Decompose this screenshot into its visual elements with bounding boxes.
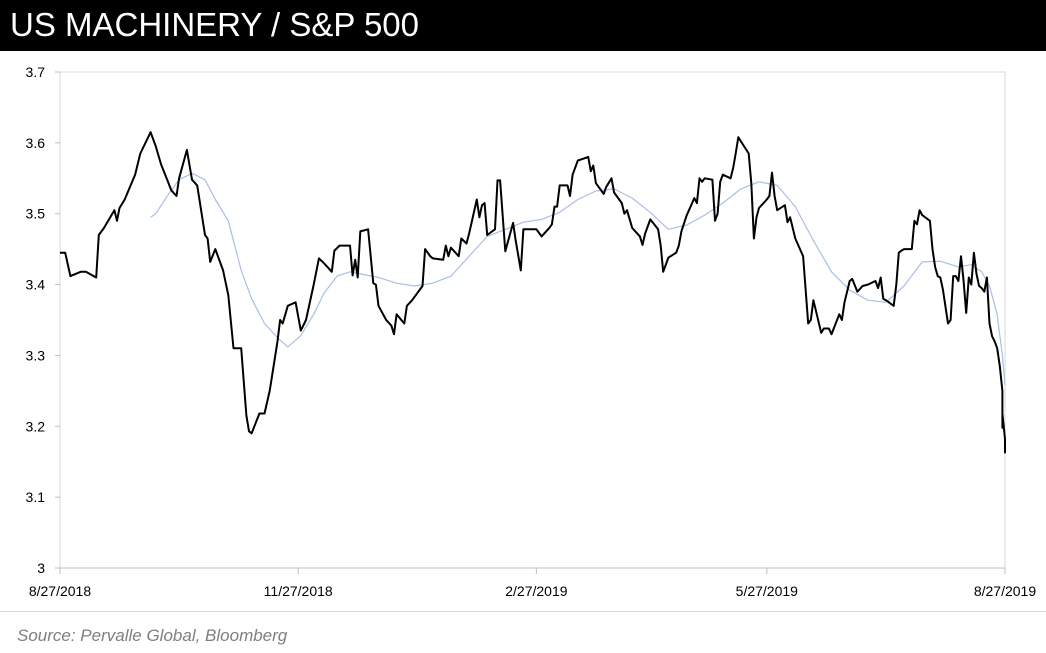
x-tick-label: 5/27/2019 — [736, 583, 798, 599]
y-tick-label: 3.2 — [26, 418, 46, 434]
plot-area-border — [59, 71, 1006, 569]
y-tick-label: 3.3 — [26, 347, 46, 363]
footer-divider — [0, 611, 1046, 612]
title-bar: US MACHINERY / S&P 500 — [0, 0, 1046, 51]
y-tick-label: 3.6 — [26, 135, 46, 151]
line-chart: 3 3.1 3.2 3.3 3.4 3.5 3.6 3.7 8/27/2018 11/27/20… — [26, 64, 1037, 599]
x-tick-label: 8/27/2019 — [974, 583, 1036, 599]
y-tick-label: 3.7 — [26, 64, 46, 80]
y-tick-label: 3.5 — [26, 206, 46, 222]
x-tick-label: 11/27/2018 — [264, 583, 333, 599]
y-tick-label: 3.4 — [26, 277, 46, 293]
source-note: Source: Pervalle Global, Bloomberg — [17, 626, 288, 645]
series-line-ratio — [60, 131, 1006, 454]
y-tick-label: 3 — [37, 560, 45, 576]
x-tick-label: 2/27/2019 — [505, 583, 567, 599]
chart-area: 3 3.1 3.2 3.3 3.4 3.5 3.6 3.7 8/27/2018 11/27/20… — [0, 51, 1046, 611]
y-tick-label: 3.1 — [26, 489, 46, 505]
x-tick-label: 8/27/2018 — [29, 583, 91, 599]
series-group — [60, 131, 1006, 454]
series-line-moving-average — [150, 172, 1006, 386]
x-axis: 8/27/2018 11/27/2018 2/27/2019 5/27/2019 8/2… — [29, 567, 1036, 599]
chart-title: US MACHINERY / S&P 500 — [10, 6, 420, 43]
y-axis: 3 3.1 3.2 3.3 3.4 3.5 3.6 3.7 — [26, 64, 60, 576]
